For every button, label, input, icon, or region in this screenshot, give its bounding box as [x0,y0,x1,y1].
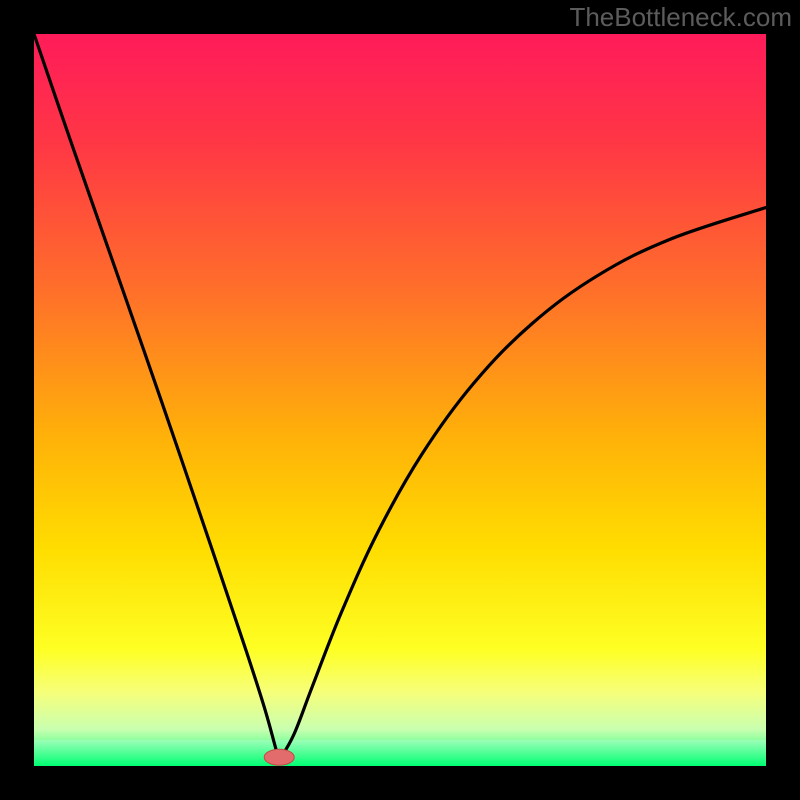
curve-right-branch [279,207,766,760]
curve-left-branch [34,34,279,760]
minimum-marker [264,749,294,765]
watermark-text: TheBottleneck.com [569,2,792,33]
chart-frame: TheBottleneck.com [0,0,800,800]
bottleneck-curve [34,34,766,766]
